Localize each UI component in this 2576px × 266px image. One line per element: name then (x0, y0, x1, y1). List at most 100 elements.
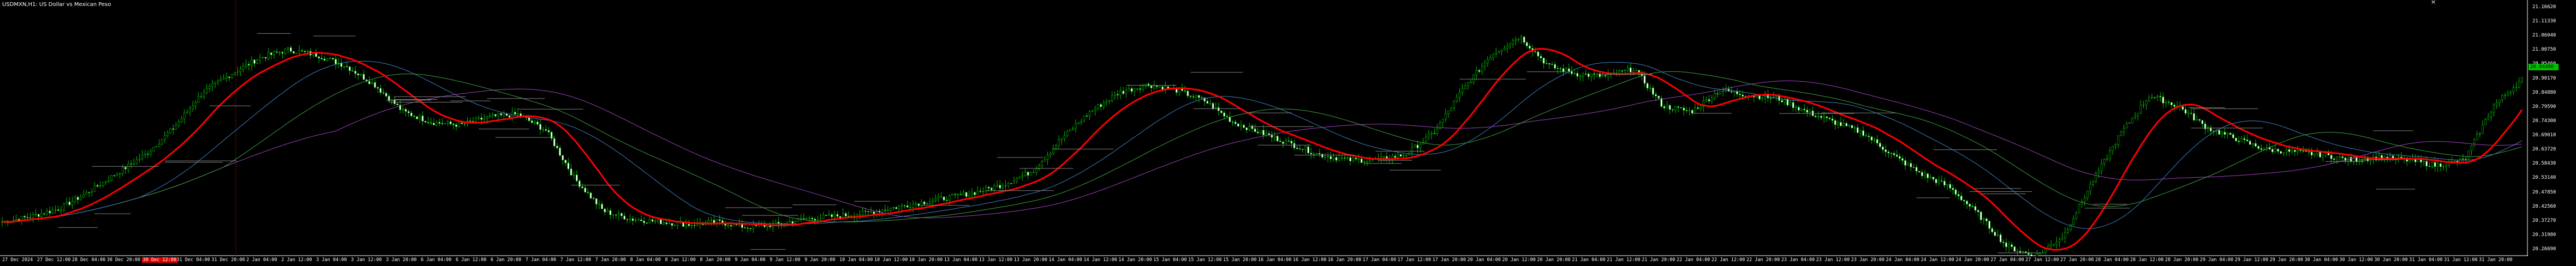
candle-body (643, 221, 645, 223)
candle-body (326, 58, 329, 61)
time-tick-label: 15 Jan 04:00 (1153, 257, 1187, 263)
candle-body (491, 114, 494, 116)
ma-blue-line (2, 61, 2523, 229)
candle-body (1041, 161, 1043, 166)
candle-body (909, 207, 911, 208)
candle-body (570, 168, 573, 176)
candle-body (1383, 156, 1385, 158)
candle-body (1935, 179, 1937, 183)
candle-body (1313, 154, 1315, 155)
candle-body (1405, 155, 1408, 156)
candle-body (2226, 132, 2229, 135)
time-tick-label: 28 Jan 04:00 (2095, 257, 2129, 263)
time-tick-label: 8 Jan 20:00 (700, 257, 731, 263)
candle-body (1503, 48, 1506, 50)
candle-body (2005, 243, 2007, 247)
candle-body (2487, 117, 2490, 120)
candle-body (2297, 149, 2299, 152)
candle-body (592, 198, 595, 199)
candle-body (1685, 110, 1688, 111)
candle-body (1761, 98, 1763, 100)
candle-body (2356, 157, 2358, 162)
candle-body (68, 202, 71, 205)
candle-body (2341, 156, 2344, 158)
candle-body (1470, 82, 1472, 83)
candle-body (1859, 130, 1862, 133)
candle-body (1509, 43, 1511, 47)
candle-body (1265, 133, 1267, 136)
candle-body (508, 115, 511, 118)
candle-body (1153, 86, 1155, 88)
candle-body (968, 194, 970, 197)
candle-body (2154, 96, 2156, 98)
candle-body (444, 123, 446, 124)
candle-body (587, 192, 589, 193)
candle-body (273, 51, 275, 55)
time-tick-label: 10 Jan 20:00 (909, 257, 943, 263)
time-tick-label: 3 Jan 20:00 (386, 257, 417, 263)
candle-body (660, 219, 662, 225)
candle-body (2260, 148, 2263, 150)
candle-body (1428, 134, 1430, 138)
candle-body (1464, 85, 1466, 89)
candle-body (2252, 143, 2254, 145)
price-tick-label: 20.63720 (2532, 147, 2556, 153)
candle-body (943, 196, 945, 201)
candle-body (1029, 172, 1032, 176)
candle-body (1893, 153, 1895, 155)
price-plot[interactable] (0, 0, 2528, 256)
candle-body (1483, 63, 1486, 66)
candle-body (1293, 143, 1296, 148)
close-icon[interactable]: × (2431, 0, 2436, 5)
candle-body (270, 52, 272, 55)
candle-body (993, 186, 995, 190)
candle-body (1742, 94, 1744, 96)
candle-body (573, 174, 575, 176)
candle-body (2310, 152, 2313, 155)
candle-body (1414, 144, 1416, 148)
candle-body (629, 218, 631, 220)
candle-body (1921, 172, 1923, 176)
candle-body (1915, 167, 1918, 172)
candle-body (40, 213, 43, 217)
candle-body (1450, 107, 1452, 111)
candle-body (2193, 113, 2195, 120)
time-tick-label: 21 Jan 04:00 (1572, 257, 1606, 263)
price-tick-label: 20.26690 (2532, 246, 2556, 252)
candle-body (2238, 141, 2240, 142)
candle-body (2139, 105, 2142, 113)
candle-body (932, 200, 934, 202)
candle-body (618, 213, 620, 215)
candle-body (1001, 185, 1004, 189)
candle-body (2459, 159, 2461, 162)
candle-body (2288, 149, 2291, 152)
candle-body (214, 82, 217, 84)
time-tick-label: 27 Jan 20:00 (2060, 257, 2094, 263)
candle-body (1895, 154, 1898, 157)
candle-body (861, 210, 864, 215)
candle-body (640, 219, 642, 221)
time-tick-label: 17 Jan 20:00 (1432, 257, 1466, 263)
candle-body (1402, 155, 1405, 157)
candle-body (2097, 171, 2100, 173)
time-tick-label: 28 Jan 12:00 (2130, 257, 2164, 263)
candle-body (1542, 58, 1545, 64)
candle-body (1937, 180, 1940, 183)
candle-body (1957, 194, 1960, 196)
candle-body (559, 148, 561, 156)
candle-body (1447, 111, 1450, 114)
time-tick-label: 31 Jan 20:00 (2479, 257, 2513, 263)
candle-body (1733, 91, 1736, 93)
candle-body (1963, 200, 1965, 202)
time-tick-label: 20 Jan 04:00 (1467, 257, 1501, 263)
candle-body (819, 218, 822, 220)
candle-body (1652, 88, 1654, 95)
candle-body (1105, 101, 1108, 103)
candle-body (870, 211, 872, 213)
time-tick-label: 8 Jan 12:00 (665, 257, 696, 263)
time-tick-label: 31 Dec 04:00 (176, 257, 210, 263)
candle-body (1043, 159, 1046, 162)
candle-body (2271, 149, 2274, 153)
candle-body (497, 113, 499, 117)
